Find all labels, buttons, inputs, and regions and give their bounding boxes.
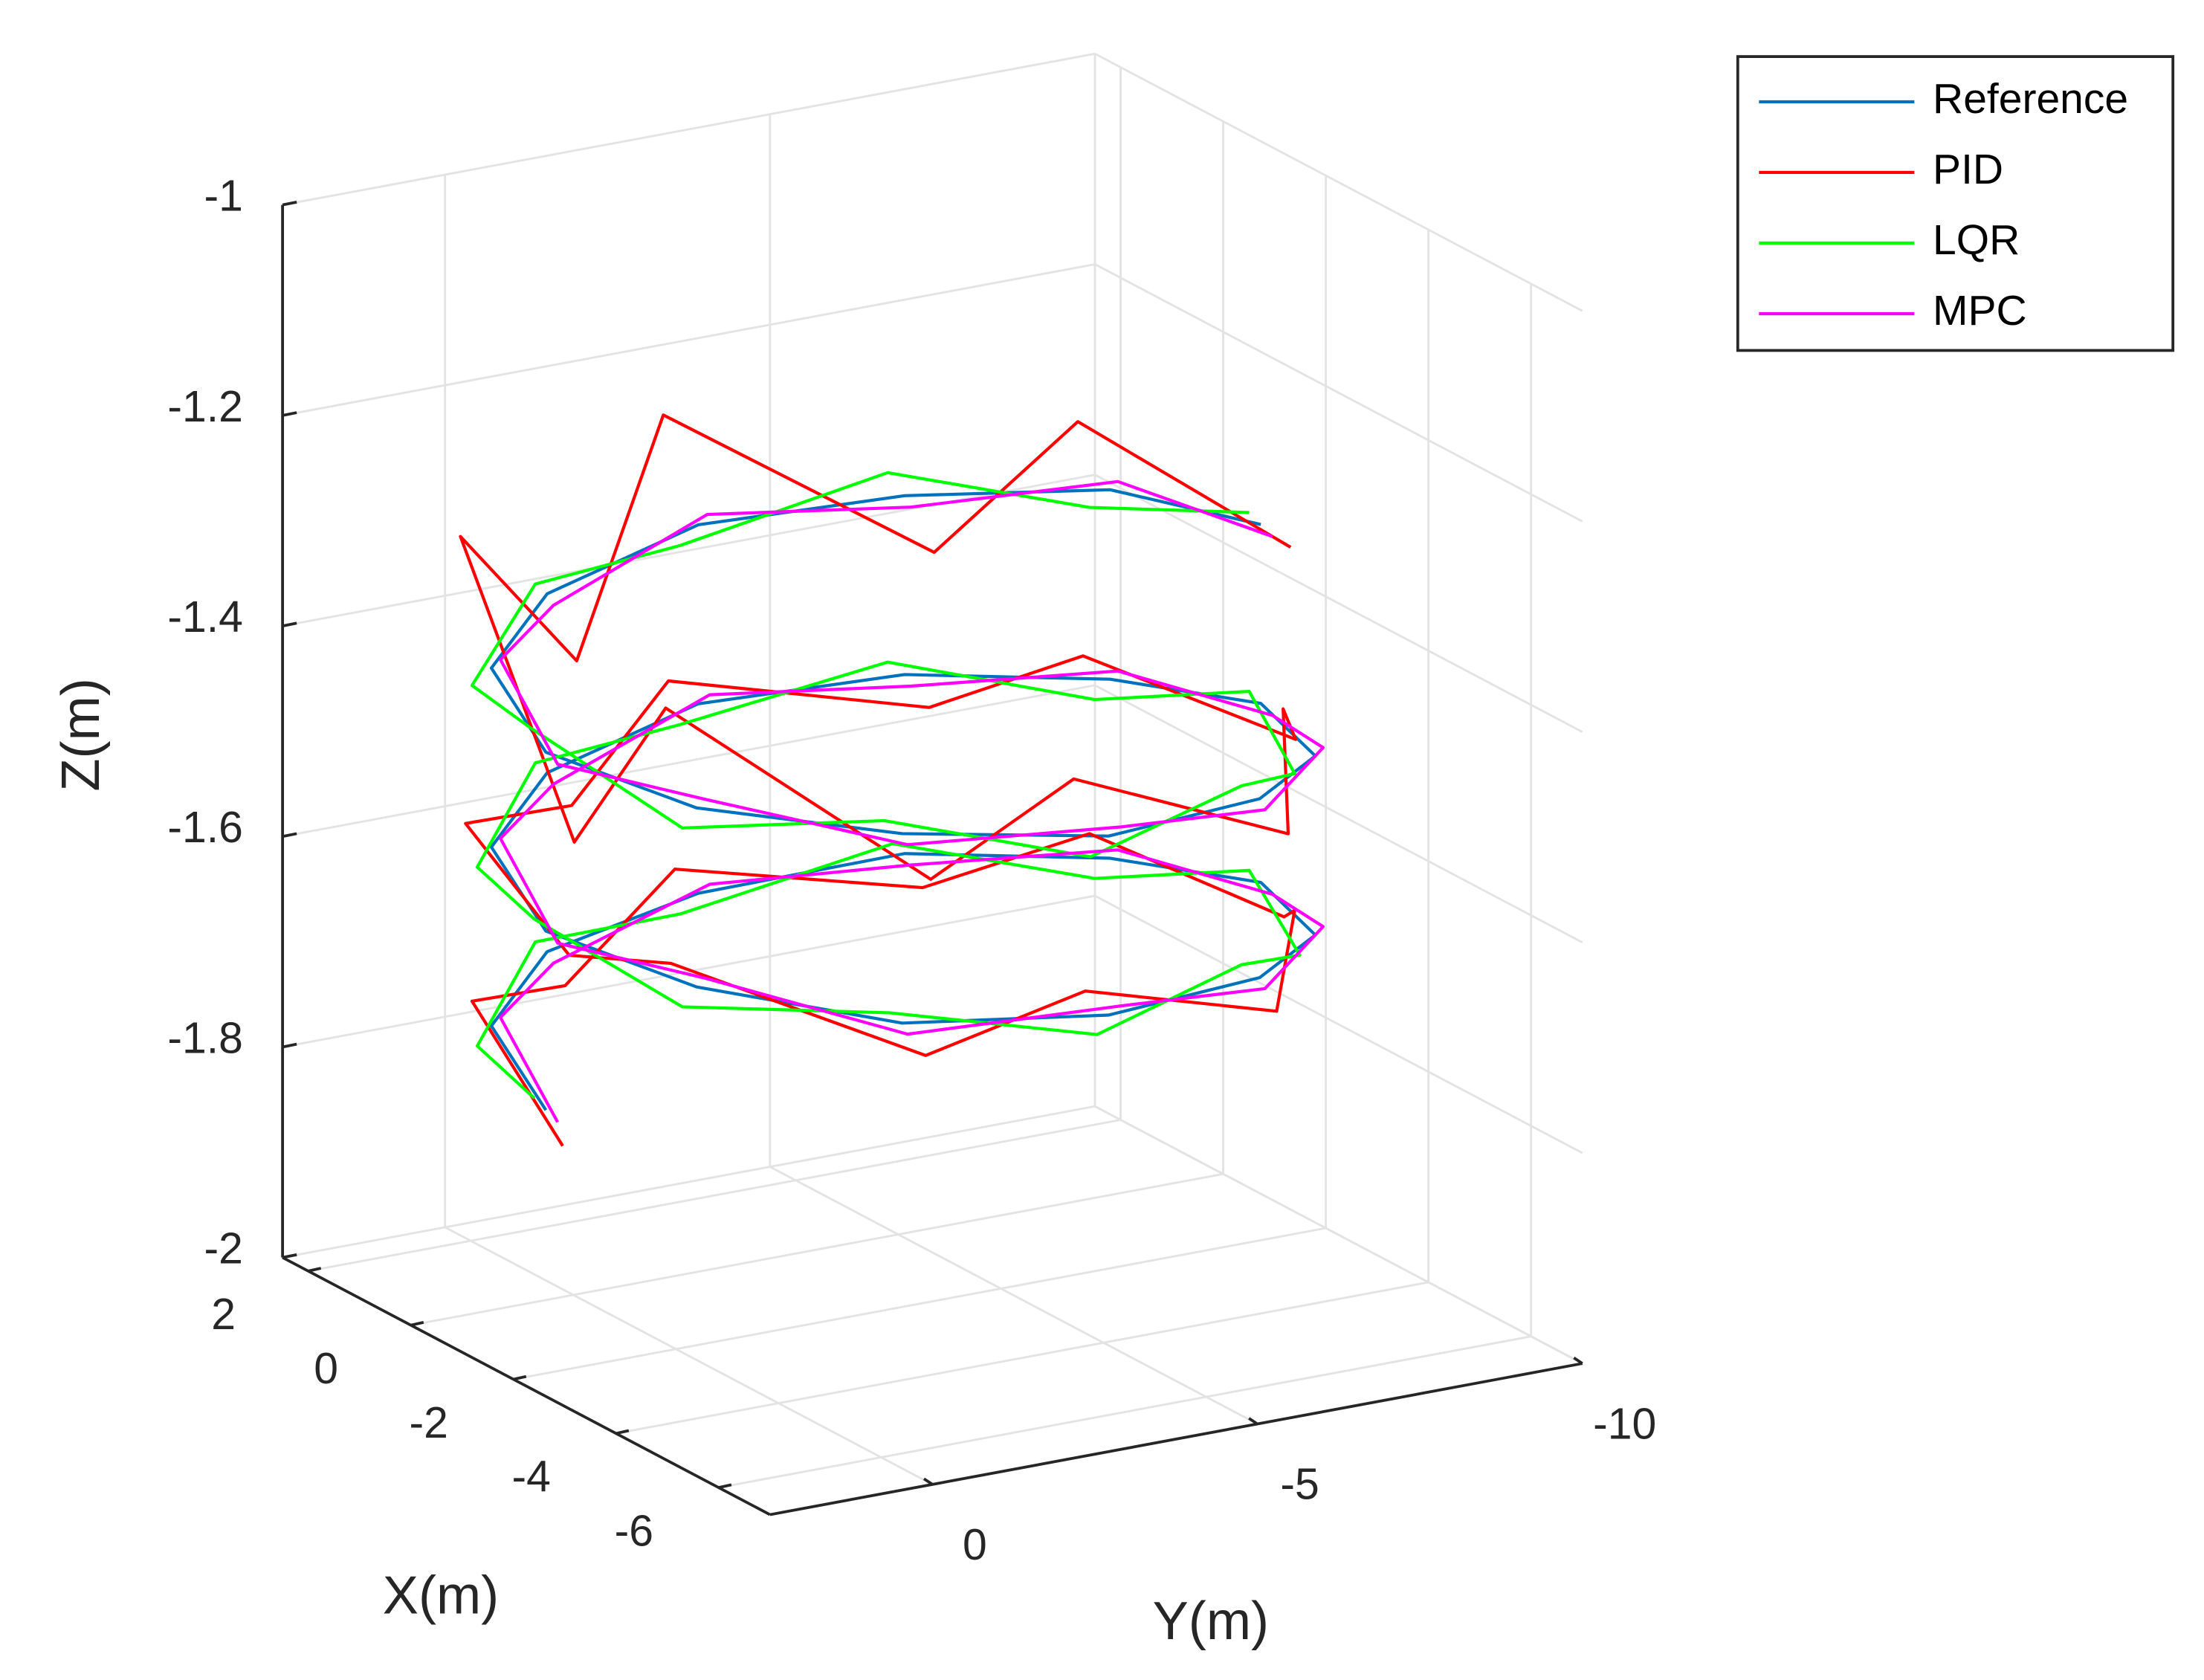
z-tick-label: -2 [204, 1225, 243, 1273]
legend-box [1736, 55, 2175, 352]
legend-label: LQR [1933, 216, 2020, 264]
grid-line [445, 1226, 934, 1486]
z-tick-label: -1.6 [167, 804, 243, 852]
x-tick [615, 1429, 630, 1435]
z-tick-label: -1.2 [167, 383, 243, 431]
y-axis-label: Y(m) [1153, 1592, 1269, 1651]
grid-line [718, 1335, 1531, 1489]
grid-line [410, 1172, 1224, 1327]
z-tick [282, 411, 297, 417]
legend: Reference PID LQR MPC [1736, 55, 2175, 352]
grid-line [1094, 1105, 1583, 1365]
grid-line [615, 1281, 1429, 1435]
y-axis-line [769, 1362, 1583, 1516]
y-tick [1573, 1357, 1583, 1365]
grid-line [308, 1119, 1121, 1273]
x-tick [308, 1267, 322, 1273]
grid-line [513, 1227, 1326, 1380]
grid-line [282, 52, 1096, 207]
axes: -2 -1.8 -1.6 -1.4 -1.2 -1 -6 -4 -2 0 2 -10 -5 0 [167, 172, 1656, 1569]
grid-line [1094, 263, 1583, 523]
z-tick-label: -1 [204, 172, 243, 221]
series-line [499, 479, 1325, 1123]
z-axis-label: Z(m) [51, 678, 111, 791]
grid-line [282, 1105, 1096, 1259]
grid-line [1094, 474, 1583, 733]
y-tick [1248, 1417, 1258, 1426]
grid-line [1094, 894, 1583, 1154]
grid-line [1094, 684, 1583, 944]
grid-line [769, 1166, 1258, 1425]
x-tick-label: 0 [314, 1345, 338, 1393]
series-line [459, 413, 1298, 1147]
plot-lines [459, 413, 1325, 1147]
grid-line [282, 474, 1096, 627]
z-tick-label: -1.8 [167, 1014, 243, 1062]
z-tick [282, 832, 297, 839]
x-tick-label: -2 [409, 1399, 447, 1447]
x-tick [513, 1374, 527, 1381]
z-tick [282, 1253, 297, 1259]
x-tick [718, 1483, 732, 1489]
x-tick [410, 1321, 424, 1327]
grid-line [1094, 53, 1583, 312]
legend-label: MPC [1933, 287, 2027, 335]
y-tick [922, 1477, 934, 1486]
x-axis-line [282, 1256, 771, 1516]
z-tick [282, 1042, 297, 1049]
x-axis-label: X(m) [383, 1566, 499, 1626]
x-tick-label: -6 [615, 1507, 653, 1555]
z-tick [282, 200, 297, 207]
x-tick-label: -4 [512, 1453, 551, 1502]
grid [282, 52, 1583, 1489]
x-tick-label: 2 [211, 1290, 236, 1339]
z-tick [282, 621, 297, 627]
y-tick-label: 0 [963, 1521, 987, 1569]
series-line [489, 488, 1317, 1111]
y-tick-label: -10 [1593, 1400, 1656, 1448]
legend-label: PID [1933, 146, 2003, 193]
grid-line [282, 684, 1096, 838]
z-tick-label: -1.4 [167, 593, 243, 642]
legend-label: Reference [1933, 75, 2128, 123]
y-tick-label: -5 [1280, 1461, 1319, 1509]
grid-line [282, 263, 1096, 417]
series-line [470, 471, 1302, 1099]
